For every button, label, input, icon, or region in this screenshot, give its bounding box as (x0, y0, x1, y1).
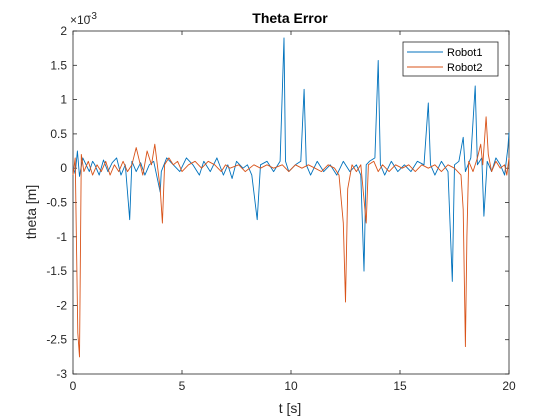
y-tick-label: 0.5 (50, 127, 67, 141)
x-axis-ticks: 0 5 10 15 20 (70, 31, 516, 393)
y-tick-label: 0 (60, 161, 67, 175)
legend: Robot1 Robot2 (402, 41, 499, 77)
x-tick-label: 20 (502, 379, 516, 393)
chart-title: Theta Error (252, 10, 328, 26)
series-layer (72, 37, 510, 358)
y-tick-label: 1 (60, 93, 67, 107)
plot-area (72, 30, 510, 375)
y-exponent-base: ×10 (70, 13, 91, 27)
y-tick-label: 1.5 (50, 58, 67, 72)
x-tick-label: 5 (179, 379, 186, 393)
y-tick-label: -2.5 (46, 333, 67, 347)
legend-label: Robot1 (447, 47, 482, 59)
y-exponent-power: -3 (88, 11, 97, 22)
y-tick-label: -1.5 (46, 264, 67, 278)
y-exponent: ×10 -3 (70, 11, 97, 27)
y-tick-label: -0.5 (46, 196, 67, 210)
y-tick-label: -3 (56, 367, 67, 381)
x-tick-label: 10 (284, 379, 298, 393)
x-axis-label: t [s] (279, 400, 302, 416)
y-tick-label: -2 (56, 298, 67, 312)
y-axis-ticks: 2 1.5 1 0.5 0 -0.5 -1 -1.5 -2 -2.5 -3 (46, 24, 509, 381)
y-axis-label: theta [m] (23, 185, 39, 239)
x-tick-label: 0 (70, 379, 77, 393)
legend-label: Robot2 (447, 62, 482, 74)
legend-box (402, 41, 499, 77)
y-tick-label: 2 (60, 24, 67, 38)
series-line-robot2 (72, 116, 510, 358)
axes-box (72, 30, 510, 375)
x-tick-label: 15 (393, 379, 407, 393)
y-tick-label: -1 (56, 230, 67, 244)
